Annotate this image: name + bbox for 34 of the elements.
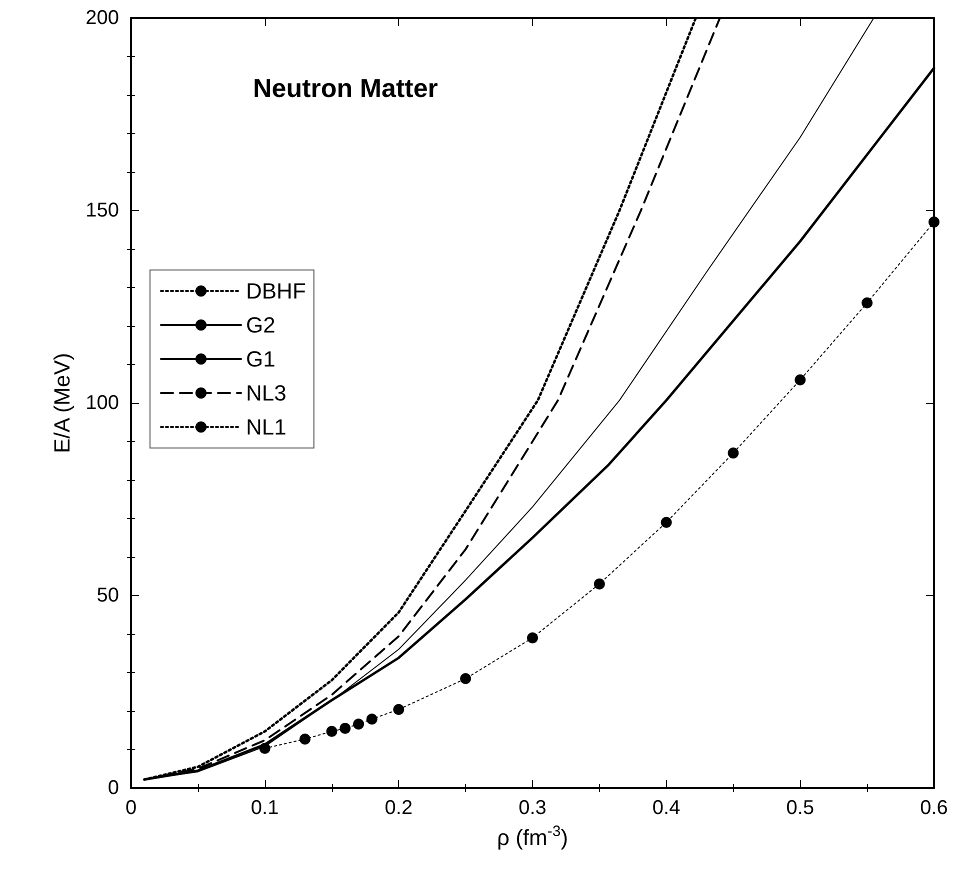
x-tick-label: 0.1	[250, 797, 279, 819]
point	[594, 578, 605, 590]
x-tick-label: 0.4	[652, 797, 680, 819]
point	[928, 216, 940, 228]
point	[862, 297, 873, 308]
point	[259, 742, 270, 754]
y-tick-label: 100	[86, 392, 119, 414]
legend-label: NL3	[246, 380, 286, 406]
point	[299, 734, 310, 745]
point	[366, 714, 378, 725]
point	[393, 704, 404, 715]
y-tick-label: 0	[108, 777, 119, 799]
x-tick-label: 0.5	[786, 797, 814, 819]
point	[326, 726, 338, 737]
y-tick-label: 150	[86, 200, 119, 222]
point	[353, 718, 364, 730]
x-tick-label: 0.3	[518, 797, 546, 819]
text: Neutron Matter	[253, 73, 438, 103]
legend-label: G2	[246, 312, 276, 338]
point	[460, 673, 472, 684]
x-tick-label: 0.6	[920, 797, 948, 819]
x-tick-label: 0	[125, 797, 137, 819]
legend-label: NL1	[246, 414, 286, 440]
point	[728, 448, 739, 459]
y-tick-label: 50	[96, 584, 119, 606]
y-axis-title: E/A (MeV)	[50, 352, 74, 454]
x-tick-label: 0.2	[384, 797, 413, 819]
y-tick-label: 200	[86, 7, 119, 29]
point	[340, 722, 351, 734]
point	[794, 374, 806, 386]
legend-label: G1	[246, 346, 276, 372]
point	[527, 632, 538, 644]
point	[660, 516, 672, 528]
legend-label: DBHF	[246, 278, 306, 304]
